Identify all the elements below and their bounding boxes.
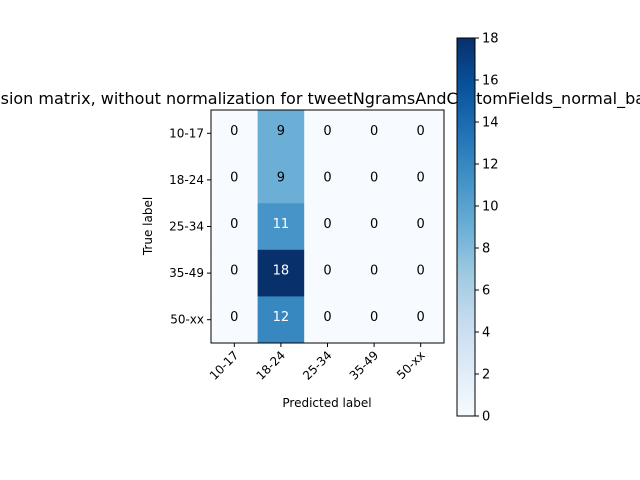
cell-value-label: 0 xyxy=(230,310,238,325)
colorbar-tick-label: 0 xyxy=(482,410,490,425)
x-tick-label: 10-17 xyxy=(207,348,242,383)
cell-value-label: 0 xyxy=(417,264,425,279)
heatmap-cell xyxy=(304,296,352,344)
colorbar-tick-label: 6 xyxy=(482,284,490,299)
y-tick-label: 10-17 xyxy=(169,126,204,140)
heatmap-cell xyxy=(211,296,259,344)
y-axis-ticks: 10-17 18-24 25-34 35-49 50-xx xyxy=(169,126,211,327)
heatmap-cell xyxy=(397,203,445,251)
cell-value-label: 9 xyxy=(277,124,285,139)
heatmap-cell xyxy=(397,296,445,344)
cell-value-label: 0 xyxy=(230,170,238,185)
heatmap-cell xyxy=(304,156,352,204)
cell-value-label: 11 xyxy=(273,217,290,232)
heatmap-cell xyxy=(211,110,259,158)
colorbar xyxy=(456,37,476,417)
cell-value-label: 9 xyxy=(277,170,285,185)
cell-value-label: 0 xyxy=(370,124,378,139)
heatmap-cell xyxy=(211,156,259,204)
cell-value-label: 0 xyxy=(417,310,425,325)
cell-value-label: 0 xyxy=(370,170,378,185)
y-tick-label: 18-24 xyxy=(169,173,204,187)
x-axis-ticks: 10-17 18-24 25-34 35-49 50-xx xyxy=(207,343,428,383)
cell-value-label: 0 xyxy=(417,217,425,232)
heatmap-cell xyxy=(350,249,398,297)
y-tick-label: 25-34 xyxy=(169,220,204,234)
y-tick-label: 50-xx xyxy=(170,313,204,327)
x-tick-label: 35-49 xyxy=(347,348,382,383)
colorbar-tick-label: 18 xyxy=(482,32,499,47)
heatmap-cell xyxy=(304,249,352,297)
cell-value-label: 0 xyxy=(370,264,378,279)
y-axis-label: True label xyxy=(141,197,155,256)
heatmap-cell xyxy=(304,110,352,158)
heatmap-cell xyxy=(350,203,398,251)
y-tick-label: 35-49 xyxy=(169,266,204,280)
heatmap-cell xyxy=(397,156,445,204)
cell-value-label: 0 xyxy=(323,217,331,232)
heatmap-cell xyxy=(350,296,398,344)
colorbar-tick-label: 14 xyxy=(482,116,499,131)
colorbar-tick-label: 10 xyxy=(482,200,499,215)
heatmap-cell xyxy=(397,110,445,158)
heatmap-cell xyxy=(257,249,305,297)
colorbar-tick-label: 4 xyxy=(482,326,490,341)
x-axis-label: Predicted label xyxy=(282,396,371,410)
cell-value-label: 0 xyxy=(323,170,331,185)
heatmap-cell-labels: 0 9 0 0 0 0 9 0 0 0 0 11 0 0 0 0 18 0 0 0 0 12 0 0 0 xyxy=(230,124,425,325)
heatmap-cells xyxy=(211,110,445,344)
x-tick-label: 25-34 xyxy=(300,348,335,383)
colorbar-tick-label: 8 xyxy=(482,242,490,257)
x-tick-label: 18-24 xyxy=(253,348,288,383)
heatmap-cell xyxy=(257,203,305,251)
heatmap-cell xyxy=(211,203,259,251)
heatmap-cell xyxy=(211,249,259,297)
x-tick-label: 50-xx xyxy=(394,348,428,382)
cell-value-label: 0 xyxy=(370,217,378,232)
heatmap-cell xyxy=(304,203,352,251)
cell-value-label: 0 xyxy=(230,217,238,232)
chart-title: Confusion matrix, without normalization … xyxy=(0,89,640,109)
cell-value-label: 12 xyxy=(273,310,290,325)
cell-value-label: 18 xyxy=(273,264,290,279)
cell-value-label: 0 xyxy=(323,310,331,325)
cell-value-label: 0 xyxy=(370,310,378,325)
colorbar-tick-label: 2 xyxy=(482,368,490,383)
cell-value-label: 0 xyxy=(323,124,331,139)
colorbar-tick-label: 16 xyxy=(482,74,499,89)
cell-value-label: 0 xyxy=(230,264,238,279)
cell-value-label: 0 xyxy=(417,170,425,185)
heatmap-cell xyxy=(350,156,398,204)
heatmap-cell xyxy=(257,156,305,204)
heatmap-cell xyxy=(257,110,305,158)
colorbar-tick-label: 12 xyxy=(482,158,499,173)
heatmap-cell xyxy=(257,296,305,344)
heatmap-cell xyxy=(397,249,445,297)
heatmap-cell xyxy=(350,110,398,158)
cell-value-label: 0 xyxy=(230,124,238,139)
cell-value-label: 0 xyxy=(323,264,331,279)
cell-value-label: 0 xyxy=(417,124,425,139)
colorbar-ticks: 0 2 4 6 8 10 12 14 16 18 xyxy=(475,32,499,425)
